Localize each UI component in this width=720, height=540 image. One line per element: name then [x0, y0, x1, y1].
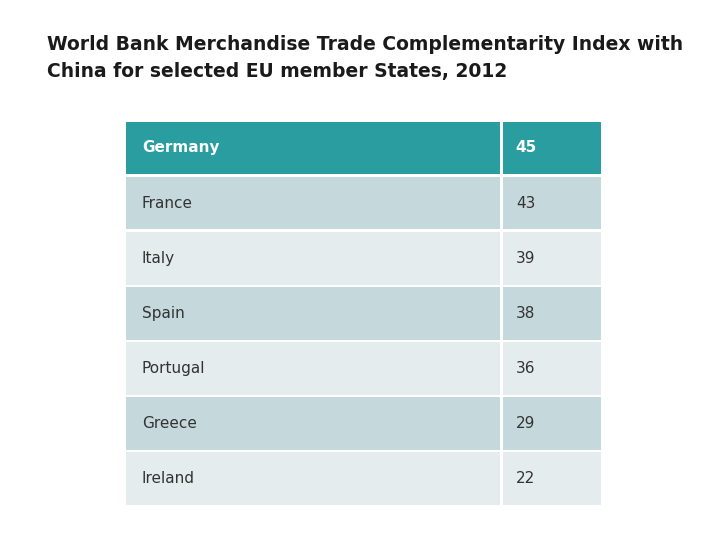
Text: 29: 29 [516, 416, 535, 431]
Text: Germany: Germany [142, 140, 220, 156]
Text: Spain: Spain [142, 306, 184, 321]
Text: Portugal: Portugal [142, 361, 205, 376]
Text: 39: 39 [516, 251, 535, 266]
Text: Greece: Greece [142, 416, 197, 431]
Text: 45: 45 [516, 140, 537, 156]
Text: Italy: Italy [142, 251, 175, 266]
Text: 36: 36 [516, 361, 535, 376]
Text: 22: 22 [516, 471, 535, 486]
Text: 43: 43 [516, 195, 535, 211]
Text: 38: 38 [516, 306, 535, 321]
Text: China for selected EU member States, 2012: China for selected EU member States, 201… [47, 62, 507, 81]
Text: World Bank Merchandise Trade Complementarity Index with: World Bank Merchandise Trade Complementa… [47, 35, 683, 54]
Text: France: France [142, 195, 193, 211]
Text: Ireland: Ireland [142, 471, 195, 486]
